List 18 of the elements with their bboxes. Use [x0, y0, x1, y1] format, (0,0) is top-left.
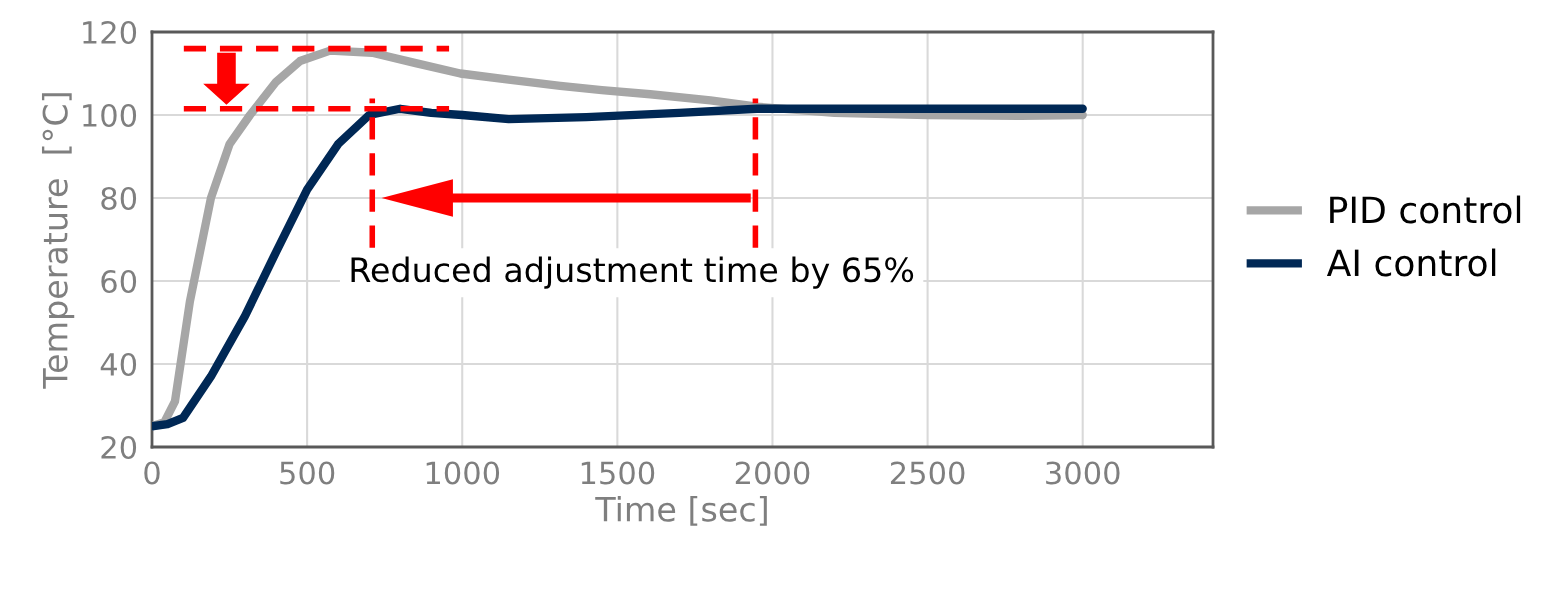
- y-axis-title: Temperature [°C]: [41, 93, 75, 389]
- legend-label: PID control: [1330, 195, 1521, 224]
- y-tick-label: 120: [83, 20, 137, 45]
- x-axis-title: Time [sec]: [595, 496, 767, 526]
- y-tick-label: 100: [83, 103, 137, 128]
- y-tick-label: 60: [101, 269, 137, 294]
- x-tick-label: 2500: [890, 461, 965, 485]
- x-tick-label: 3000: [1046, 461, 1120, 485]
- legend-label: AI control: [1326, 248, 1496, 277]
- y-tick-label: 40: [100, 352, 137, 377]
- x-tick-label: 1500: [581, 461, 655, 485]
- x-tick-label: 0: [144, 461, 160, 485]
- y-tick-label: 80: [101, 186, 137, 211]
- annotation: Reduced adjustment time by 65%: [351, 256, 914, 289]
- x-tick-label: 1000: [426, 461, 500, 485]
- x-tick-label: 500: [280, 461, 335, 485]
- x-tick-label: 2000: [735, 461, 810, 485]
- y-tick-label: 20: [101, 435, 137, 460]
